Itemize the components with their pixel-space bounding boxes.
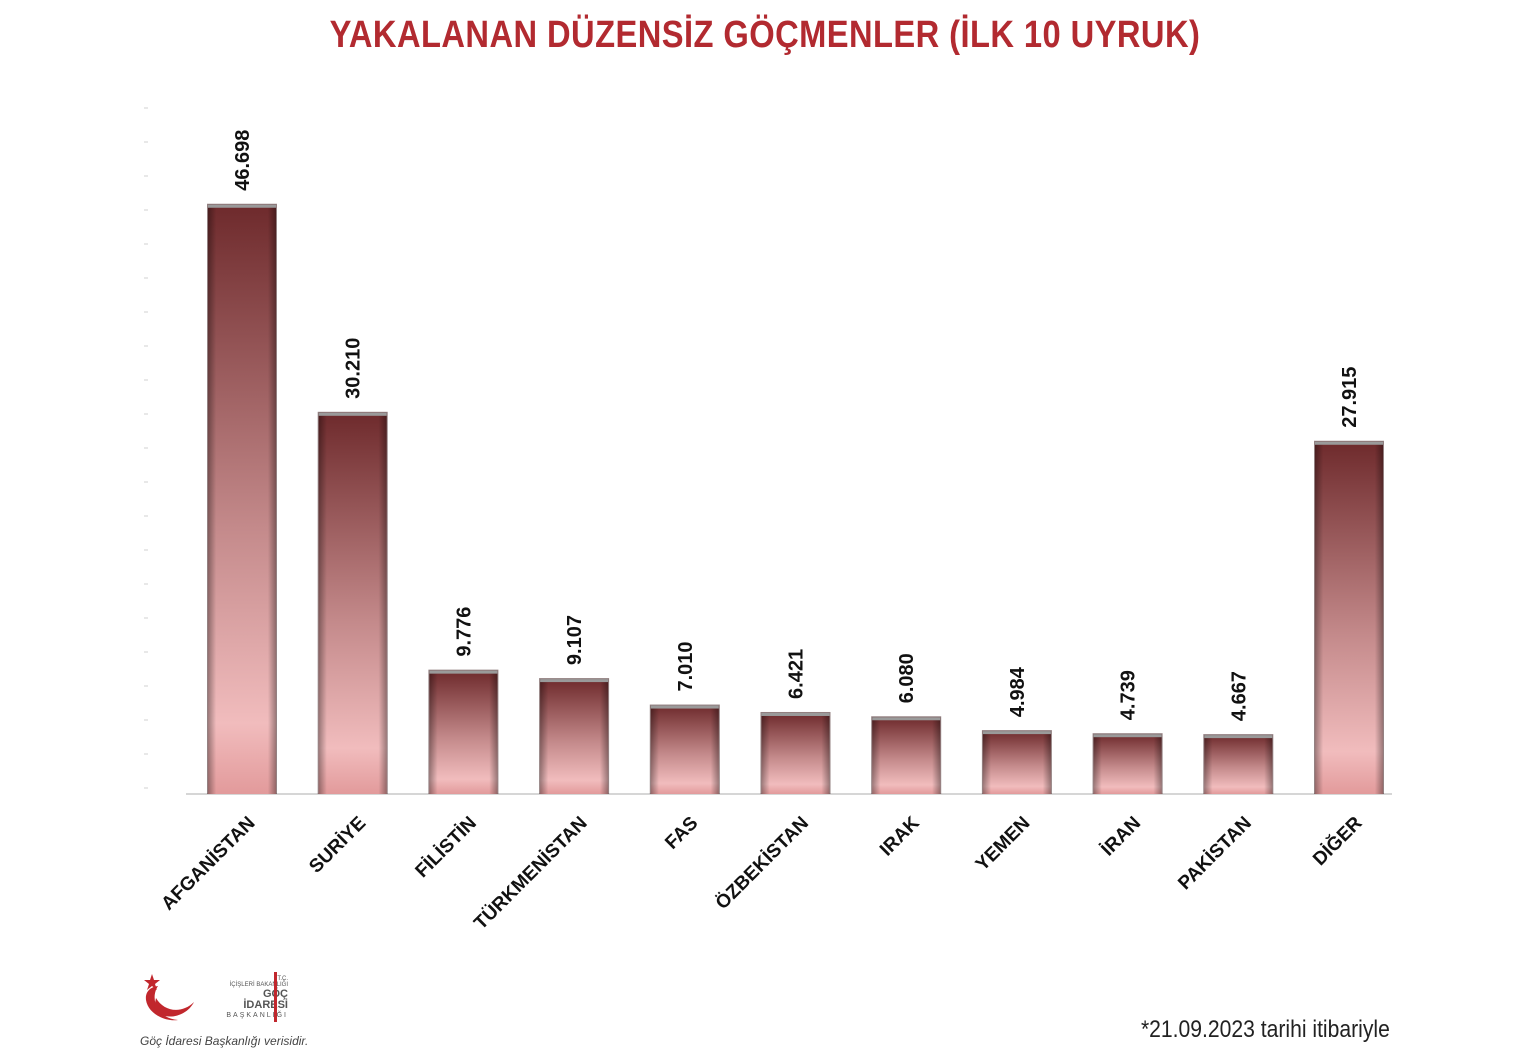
bar-bevel (208, 204, 276, 794)
value-label: 4.739 (1118, 670, 1140, 720)
value-label: 6.080 (896, 653, 918, 703)
bar-bevel (318, 412, 387, 794)
category-label: SURİYE (305, 813, 370, 878)
bar-bevel (1204, 735, 1273, 794)
bar-cap (1093, 734, 1162, 738)
bar-cap (761, 712, 830, 716)
category-label: TÜRKMENİSTAN (470, 813, 591, 934)
bar-bevel (982, 731, 1051, 794)
value-label: 9.776 (453, 607, 475, 657)
logo-line2: İÇİŞLERİ BAKANLIĞI (229, 982, 288, 989)
value-label: 7.010 (675, 641, 697, 691)
bar-cap (208, 204, 276, 208)
bar-bevel (650, 705, 719, 794)
source-note: Göç İdaresi Başkanlığı verisidir. (140, 1034, 309, 1048)
value-label: 30.210 (343, 338, 365, 399)
bar-chart: 46.698 30.210 9.776 9.107 7.010 6.421 6.080 4.9… (144, 107, 1392, 934)
logo-divider (274, 972, 277, 1022)
category-label: ÖZBEKİSTAN (712, 813, 813, 914)
y-axis-ticks (144, 107, 148, 789)
bar-bevel (761, 712, 830, 794)
bar-cap (872, 717, 941, 721)
category-label: FAS (661, 813, 702, 854)
value-label: 4.667 (1228, 671, 1250, 721)
bar-bevel (872, 717, 941, 794)
value-label: 27.915 (1339, 367, 1361, 428)
logo-line1: T.C. (277, 976, 288, 982)
bars-group (207, 203, 1384, 794)
category-label: YEMEN (972, 813, 1035, 876)
bar-bevel (1093, 734, 1162, 794)
chart-title: YAKALANAN DÜZENSİZ GÖÇMENLER (İLK 10 UYR… (329, 14, 1201, 56)
category-label: PAKİSTAN (1174, 813, 1256, 895)
bar-cap (429, 670, 498, 674)
bar-bevel (1315, 441, 1383, 794)
value-label: 46.698 (232, 130, 254, 191)
crescent-star-icon (144, 974, 194, 1021)
value-label: 9.107 (564, 615, 586, 665)
bar-bevel (540, 679, 609, 794)
category-label: FİLİSTİN (412, 813, 481, 882)
logo-line3: GÖÇ İDARESİ (243, 988, 288, 1012)
category-label: DİĞER (1308, 812, 1366, 870)
logo-text: T.C. İÇİŞLERİ BAKANLIĞI GÖÇ İDARESİ BAŞK… (224, 976, 288, 1019)
value-labels-group: 46.698 30.210 9.776 9.107 7.010 6.421 6.080 4.9… (232, 130, 1361, 722)
bar-bevel (429, 670, 498, 794)
bar-cap (318, 412, 387, 416)
category-label: AFGANİSTAN (158, 813, 260, 915)
bar-cap (1315, 441, 1383, 445)
bar-cap (540, 679, 609, 683)
bar-cap (1204, 735, 1273, 739)
logo-line4: BAŞKANLIĞI (226, 1011, 288, 1019)
footnote: *21.09.2023 tarihi itibariyle (1141, 1016, 1390, 1043)
bar-cap (982, 731, 1051, 735)
category-label: IRAK (876, 812, 924, 860)
logo: T.C. İÇİŞLERİ BAKANLIĞI GÖÇ İDARESİ BAŞK… (138, 968, 288, 1028)
category-label: İRAN (1097, 813, 1145, 861)
value-label: 6.421 (786, 649, 808, 699)
bar-cap (650, 705, 719, 709)
value-label: 4.984 (1007, 666, 1029, 717)
